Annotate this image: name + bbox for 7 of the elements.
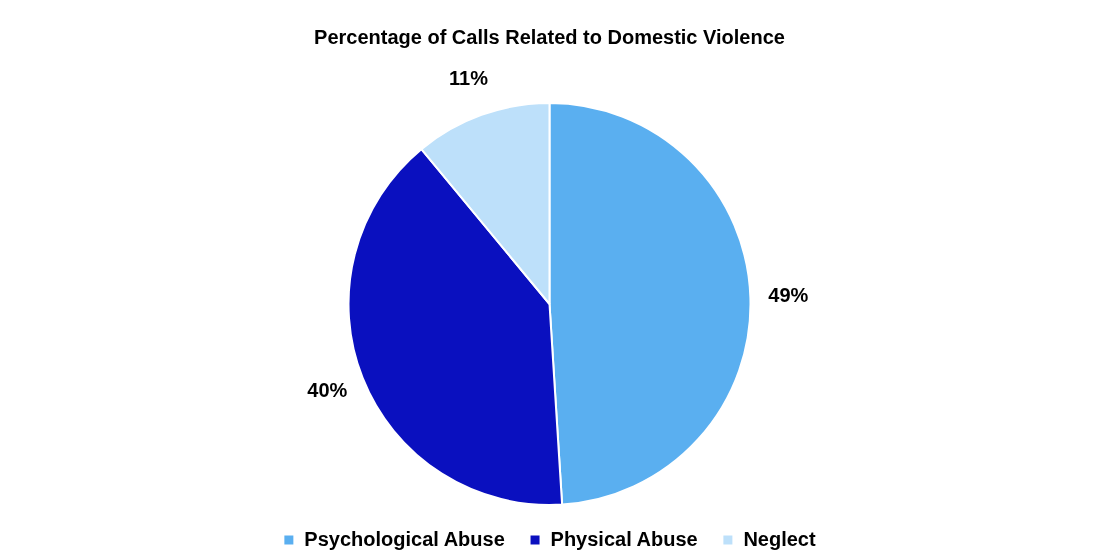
- data-label: 40%: [307, 379, 348, 402]
- legend-label: Psychological Abuse: [304, 527, 505, 550]
- legend-label: Neglect: [743, 527, 816, 550]
- legend-label: Physical Abuse: [550, 527, 698, 550]
- data-label: 11%: [449, 66, 489, 89]
- data-label: 49%: [768, 284, 809, 307]
- chart-title: Percentage of Calls Related to Domestic Violence: [314, 25, 785, 48]
